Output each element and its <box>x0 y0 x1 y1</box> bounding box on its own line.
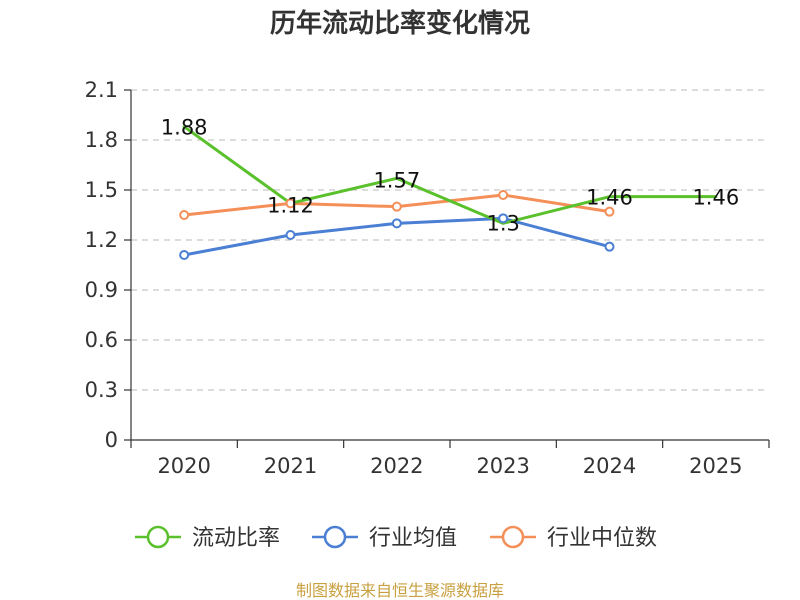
source-note: 制图数据来自恒生聚源数据库 <box>296 581 504 600</box>
x-tick-label: 2024 <box>583 454 636 478</box>
legend: 流动比率 行业均值 行业中位数 <box>135 525 657 551</box>
grid-lines <box>131 89 769 391</box>
x-tick-label: 2023 <box>476 454 529 478</box>
legend-label: 流动比率 <box>192 526 280 551</box>
legend-marker <box>323 525 347 549</box>
y-tick-label: 1.5 <box>85 178 118 202</box>
x-tick-label: 2020 <box>157 454 210 478</box>
data-point <box>391 218 402 229</box>
y-tick-label: 1.8 <box>85 128 118 152</box>
data-point <box>285 198 296 209</box>
data-label: 1.57 <box>373 168 420 192</box>
series-line-0 <box>182 125 718 225</box>
data-label: 1.46 <box>692 186 739 210</box>
data-label: 1.3 <box>486 211 519 235</box>
data-point <box>179 210 190 220</box>
data-point <box>604 241 615 252</box>
x-tick-label: 2021 <box>264 454 317 478</box>
data-label: 1.46 <box>586 186 633 210</box>
data-point <box>498 190 509 200</box>
data-label: 1.12 <box>267 193 314 217</box>
legend-label: 行业均值 <box>369 526 457 551</box>
data-labels: 1.88 1.12 1.57 1.3 1.46 1.46 <box>161 116 739 236</box>
data-point <box>604 206 615 217</box>
chart-title: 历年流动比率变化情况 <box>270 8 530 39</box>
y-tick-label: 2.1 <box>85 78 118 102</box>
series-points <box>179 190 615 260</box>
legend-label: 行业中位数 <box>547 526 657 551</box>
x-tick-label: 2022 <box>370 454 423 478</box>
legend-marker <box>501 525 525 549</box>
y-tick-label: 1.2 <box>85 228 118 252</box>
data-point <box>179 250 190 260</box>
data-point <box>498 213 509 224</box>
y-tick-label: 0 <box>105 428 118 452</box>
data-point <box>285 230 296 240</box>
x-tick-label: 2025 <box>689 454 742 478</box>
axes: 0 0.3 0.6 0.9 1.2 1.5 1.8 2.1 2020 2021 2022 2023 20… <box>85 78 770 478</box>
data-point <box>391 201 402 212</box>
legend-marker <box>146 525 170 549</box>
series-lines <box>182 125 718 257</box>
y-tick-label: 0.6 <box>85 328 118 352</box>
y-tick-label: 0.9 <box>85 278 118 302</box>
data-label: 1.88 <box>161 116 208 140</box>
y-tick-label: 0.3 <box>85 378 118 402</box>
